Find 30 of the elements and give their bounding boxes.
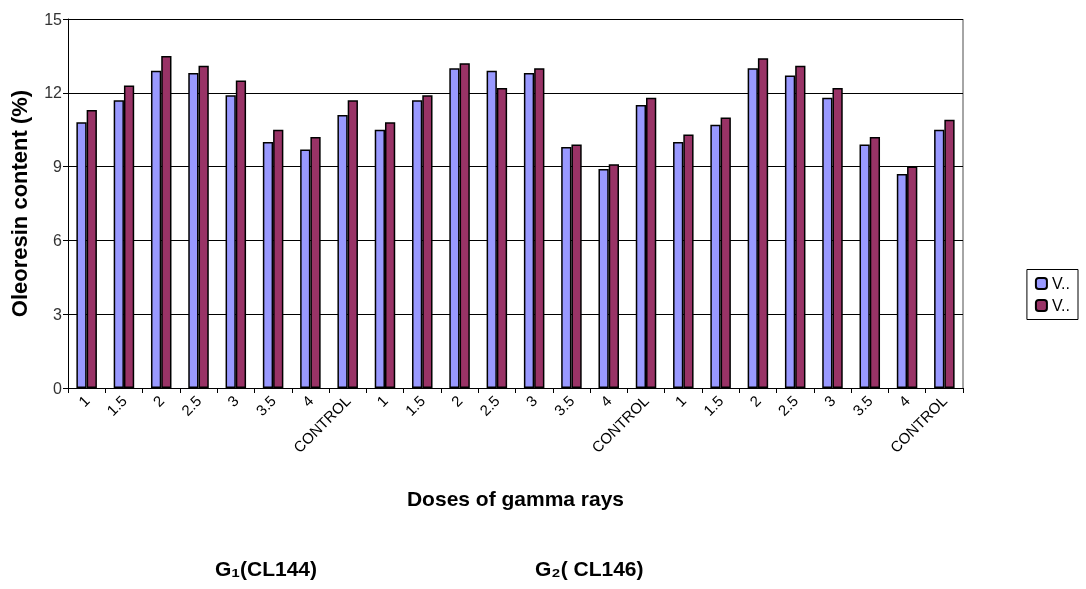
legend-label: V.. <box>1051 297 1070 314</box>
x-tick-label: 3.5 <box>849 391 876 419</box>
y-tick-label: 15 <box>44 10 63 28</box>
text: G₂( CL146) <box>535 557 644 580</box>
x-tick-label: 2.5 <box>177 391 205 419</box>
x-tick-label: 1.5 <box>699 391 727 419</box>
y-tick-label: 0 <box>53 379 63 397</box>
x-tick-label: 3.5 <box>252 391 280 419</box>
y-tick-label: 9 <box>53 158 63 176</box>
x-tick-label: 2 <box>447 391 466 410</box>
x-axis-title: Doses of gamma rays <box>406 487 625 510</box>
y-tick-label: 12 <box>44 84 63 102</box>
text: G₁(CL144) <box>215 557 318 580</box>
y-tick-label: 6 <box>53 231 63 249</box>
x-tick-label: 2.5 <box>476 391 503 419</box>
x-tick-label: 1 <box>671 391 690 410</box>
x-tick-label: 1.5 <box>401 391 429 419</box>
x-tick-label: 2.5 <box>774 391 802 419</box>
x-tick-label: 3.5 <box>550 391 578 419</box>
x-tick-label: 3 <box>820 391 839 410</box>
x-tick-label: 1 <box>74 391 93 410</box>
x-tick-label: 3 <box>223 391 242 410</box>
x-tick-label: 1 <box>373 391 391 410</box>
x-tick-label: 2 <box>149 391 168 410</box>
y-axis-title: Oleoresin content (%) <box>6 89 32 318</box>
x-tick-label: 2 <box>745 391 764 410</box>
x-tick-label: 3 <box>522 391 541 410</box>
legend-label: V.. <box>1051 275 1070 292</box>
x-tick-label: 1.5 <box>103 391 130 419</box>
y-tick-label: 3 <box>53 305 63 323</box>
